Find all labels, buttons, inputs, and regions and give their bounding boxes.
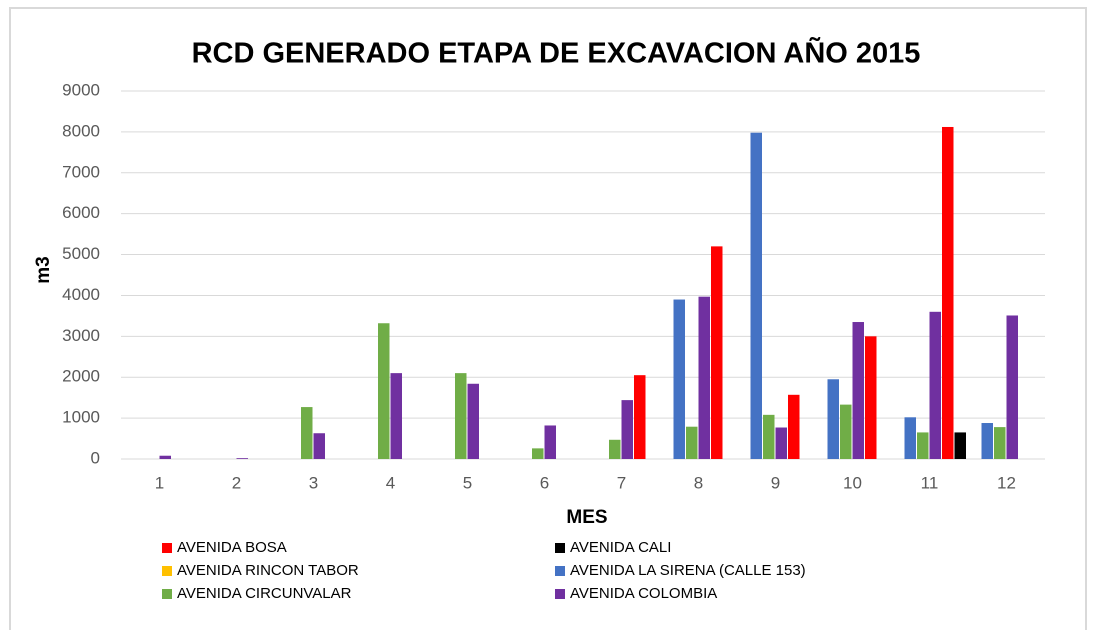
legend-swatch bbox=[555, 543, 565, 553]
chart-frame bbox=[9, 7, 1087, 630]
bar bbox=[917, 432, 929, 459]
legend-swatch bbox=[555, 589, 565, 599]
x-axis-title: MES bbox=[566, 507, 607, 528]
legend-text: AVENIDA RINCON TABOR bbox=[177, 562, 359, 579]
bar bbox=[775, 427, 787, 459]
y-tick-label: 1000 bbox=[62, 408, 100, 427]
y-tick-label: 8000 bbox=[62, 121, 100, 140]
y-tick-label: 9000 bbox=[62, 80, 100, 99]
x-tick-label: 9 bbox=[771, 473, 780, 492]
y-tick-label: 7000 bbox=[62, 162, 100, 181]
bar bbox=[313, 433, 325, 459]
y-tick-label: 3000 bbox=[62, 326, 100, 345]
y-tick-label: 6000 bbox=[62, 203, 100, 222]
legend-swatch bbox=[555, 566, 565, 576]
bar bbox=[865, 336, 877, 459]
bar bbox=[904, 417, 916, 459]
x-tick-label: 4 bbox=[386, 473, 395, 492]
bar bbox=[532, 448, 544, 459]
x-tick-label: 8 bbox=[694, 473, 703, 492]
bar bbox=[994, 427, 1006, 459]
x-tick-label: 2 bbox=[232, 473, 241, 492]
y-tick-label: 4000 bbox=[62, 285, 100, 304]
bar bbox=[609, 439, 621, 459]
legend-text: AVENIDA LA SIRENA (CALLE 153) bbox=[570, 562, 806, 579]
x-tick-label: 6 bbox=[540, 473, 549, 492]
x-tick-label: 3 bbox=[309, 473, 318, 492]
bar bbox=[840, 404, 852, 459]
y-tick-label: 2000 bbox=[62, 367, 100, 386]
bar bbox=[390, 373, 402, 459]
bar bbox=[544, 425, 556, 459]
x-tick-label: 10 bbox=[843, 473, 862, 492]
bar bbox=[711, 246, 723, 459]
legend-text: AVENIDA CIRCUNVALAR bbox=[177, 585, 352, 602]
bar bbox=[467, 383, 479, 459]
legend-text: AVENIDA CALI bbox=[570, 539, 671, 556]
bar bbox=[852, 322, 864, 459]
x-tick-label: 11 bbox=[921, 473, 939, 492]
bar bbox=[750, 132, 762, 459]
chart-title: RCD GENERADO ETAPA DE EXCAVACION AÑO 201… bbox=[192, 36, 921, 70]
bar bbox=[929, 311, 941, 459]
bar bbox=[301, 407, 313, 459]
y-axis-title: m3 bbox=[33, 256, 54, 283]
legend-swatch bbox=[162, 543, 172, 553]
bar bbox=[698, 296, 710, 459]
bar bbox=[954, 432, 966, 459]
y-tick-label: 0 bbox=[91, 448, 100, 467]
y-tick-label: 5000 bbox=[62, 244, 100, 263]
legend-text: AVENIDA COLOMBIA bbox=[570, 585, 717, 602]
bar bbox=[686, 426, 698, 459]
bar bbox=[763, 414, 775, 459]
x-tick-label: 7 bbox=[617, 473, 626, 492]
bar bbox=[1006, 315, 1018, 459]
legend-swatch bbox=[162, 589, 172, 599]
bar bbox=[981, 423, 993, 459]
bar bbox=[788, 394, 800, 459]
bar bbox=[634, 375, 646, 459]
bar bbox=[827, 379, 839, 459]
bar bbox=[673, 299, 685, 459]
bar bbox=[942, 126, 954, 459]
bar bbox=[621, 400, 633, 459]
bar bbox=[159, 455, 171, 459]
bar bbox=[236, 458, 248, 459]
x-tick-label: 12 bbox=[997, 473, 1016, 492]
x-tick-label: 1 bbox=[155, 473, 164, 492]
bar bbox=[378, 323, 390, 459]
x-tick-label: 5 bbox=[463, 473, 472, 492]
bar bbox=[455, 373, 467, 459]
legend-swatch bbox=[162, 566, 172, 576]
legend-text: AVENIDA BOSA bbox=[177, 539, 287, 556]
